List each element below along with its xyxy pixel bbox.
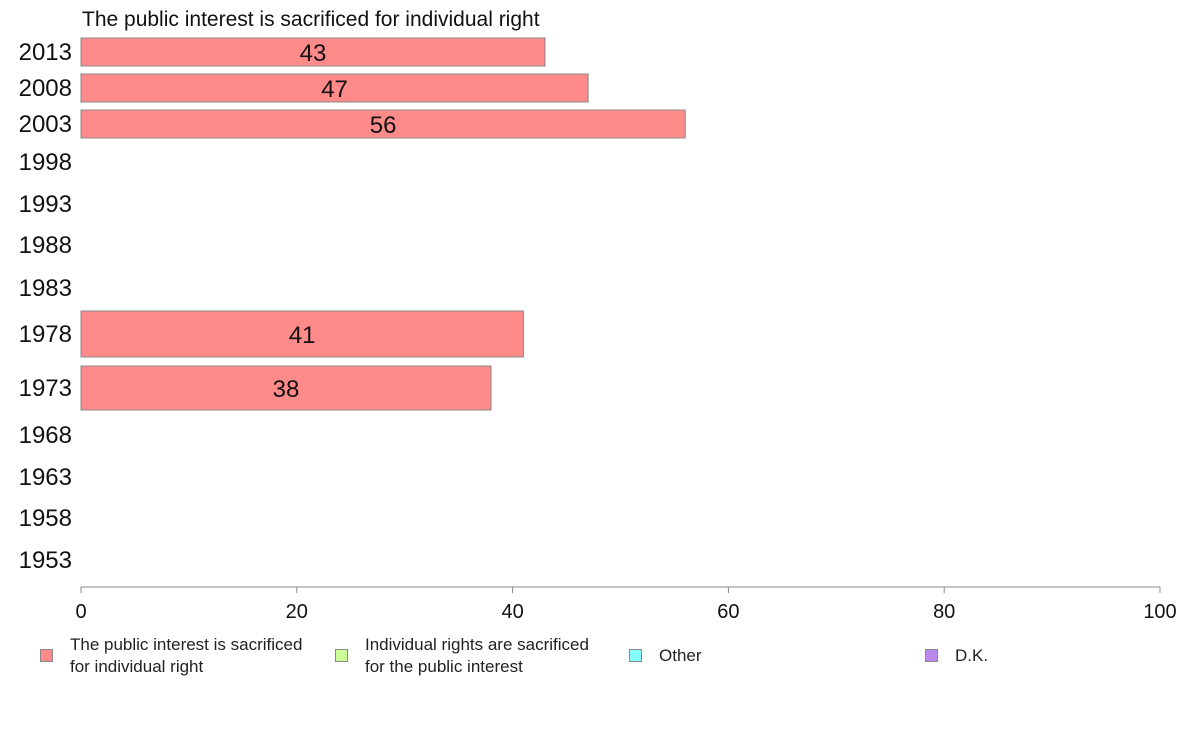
legend-item-dk: D.K. [925, 634, 1188, 667]
legend-swatch [925, 649, 938, 662]
y-tick-label: 1983 [19, 275, 72, 302]
bar-value-label: 43 [300, 40, 327, 67]
legend-label: Other [659, 646, 702, 665]
x-tick-label: 0 [75, 601, 86, 623]
y-tick-label: 1963 [19, 464, 72, 491]
y-tick-label: 1958 [19, 505, 72, 532]
x-tick-label: 80 [933, 601, 955, 623]
legend-label: D.K. [955, 646, 989, 665]
legend-swatch [335, 649, 348, 662]
y-tick-label: 2003 [19, 111, 72, 138]
x-tick-label: 60 [717, 601, 739, 623]
x-tick-label: 40 [501, 601, 523, 623]
bar-value-label: 38 [273, 376, 300, 403]
chart-title: The public interest is sacrificed for in… [82, 8, 540, 31]
chart-rows: 2013 43 2008 47 2003 56 1998 1993 1988 1983 1978 41… [19, 37, 686, 574]
bar-value-label: 47 [321, 76, 348, 103]
x-tick-label: 100 [1143, 601, 1176, 623]
y-tick-label: 1998 [19, 149, 72, 176]
legend-label: The public interest is sacrificed for in… [70, 635, 303, 676]
y-tick-label: 1973 [19, 375, 72, 402]
legend-item-public-interest: The public interest is sacrificed for in… [40, 634, 320, 678]
bar [80, 310, 524, 358]
y-tick-label: 1978 [19, 321, 72, 348]
y-tick-label: 1988 [19, 232, 72, 259]
y-tick-label: 2013 [19, 39, 72, 66]
bar-value-label: 41 [289, 322, 316, 349]
bar [80, 73, 589, 103]
x-axis: 0 20 40 60 80 100 [75, 586, 1177, 623]
legend-label: Individual rights are sacrificed for the… [365, 635, 589, 676]
legend-item-individual-rights: Individual rights are sacrificed for the… [335, 634, 615, 678]
bar-value-label: 56 [370, 112, 397, 139]
bar-chart: The public interest is sacrificed for in… [19, 8, 1177, 623]
legend: The public interest is sacrificed for in… [0, 634, 1188, 694]
x-tick-label: 20 [286, 601, 308, 623]
bar [80, 365, 492, 411]
y-tick-label: 1993 [19, 191, 72, 218]
y-tick-label: 1953 [19, 547, 72, 574]
y-tick-label: 2008 [19, 75, 72, 102]
bar [80, 37, 546, 67]
y-tick-label: 1968 [19, 422, 72, 449]
bar [80, 109, 686, 139]
legend-item-other: Other [629, 634, 909, 667]
legend-swatch [629, 649, 642, 662]
legend-swatch [40, 649, 53, 662]
